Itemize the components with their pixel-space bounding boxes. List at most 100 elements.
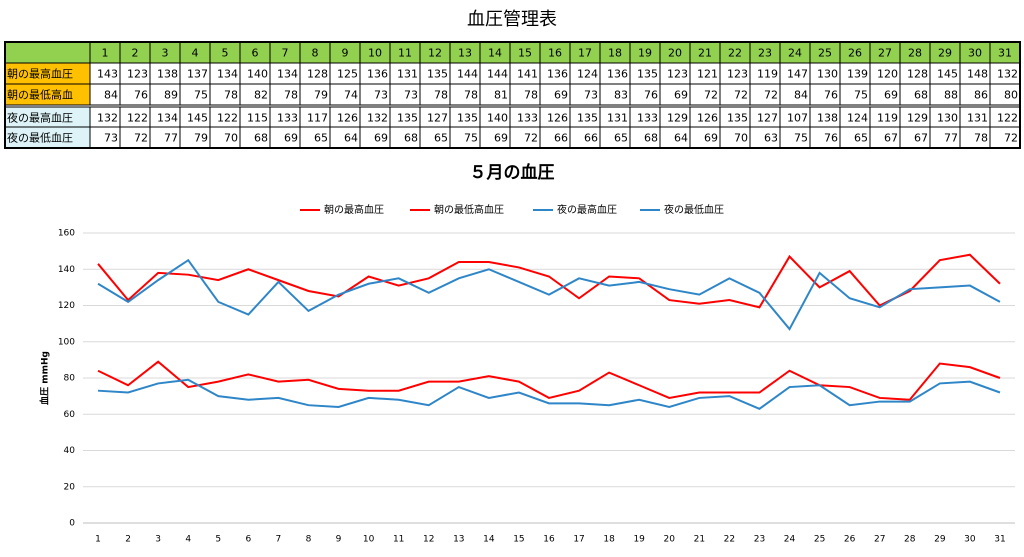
header-day: 25 [818,47,832,60]
cell-value: 135 [457,112,478,125]
header-day: 8 [312,47,319,60]
legend-label: 朝の最高血圧 [324,203,384,216]
x-tick-label: 24 [784,535,796,545]
cell-value: 129 [667,112,688,125]
cell-value: 137 [187,68,208,81]
cell-value: 126 [547,112,568,125]
cell-value: 78 [464,89,478,102]
legend-label: 夜の最高血圧 [557,203,617,216]
cell-value: 68 [644,132,658,145]
header-day: 26 [848,47,862,60]
x-tick-label: 31 [994,535,1005,545]
page-title: 血圧管理表 [467,9,557,30]
cell-value: 128 [307,68,328,81]
x-tick-label: 10 [363,535,375,545]
y-tick-label: 160 [58,229,75,239]
cell-value: 123 [127,68,148,81]
cell-value: 78 [974,132,988,145]
x-tick-label: 2 [125,535,131,545]
header-day: 12 [428,47,442,60]
cell-value: 136 [367,68,388,81]
x-tick-label: 26 [844,535,856,545]
cell-value: 72 [734,89,748,102]
header-day: 19 [638,47,652,60]
cell-value: 119 [757,68,778,81]
header-day: 6 [252,47,259,60]
row-label: 夜の最低血圧 [7,131,73,145]
header-day: 31 [998,47,1012,60]
cell-value: 145 [937,68,958,81]
cell-value: 72 [1004,132,1018,145]
series-line [97,360,1001,401]
cell-value: 77 [164,132,178,145]
row-label: 朝の最高血圧 [7,67,73,81]
x-tick-label: 4 [185,535,191,545]
cell-value: 78 [434,89,448,102]
cell-value: 131 [607,112,628,125]
header-day: 18 [608,47,622,60]
cell-value: 122 [127,112,148,125]
header-day: 4 [192,47,199,60]
series-line [97,258,1001,331]
cell-value: 139 [847,68,868,81]
cell-value: 117 [307,112,328,125]
chart-title: ５月の血圧 [470,162,555,183]
cell-value: 76 [644,89,658,102]
x-tick-label: 28 [904,535,916,545]
cell-value: 133 [277,112,298,125]
x-tick-label: 21 [694,535,705,545]
y-tick-label: 80 [64,374,76,384]
cell-value: 135 [727,112,748,125]
cell-value: 89 [164,89,178,102]
cell-value: 84 [794,89,808,102]
series-line [97,253,1001,309]
cell-value: 138 [817,112,838,125]
cell-value: 69 [494,132,508,145]
cell-value: 73 [104,132,118,145]
header-day: 3 [162,47,169,60]
cell-value: 75 [464,132,478,145]
cell-value: 82 [254,89,268,102]
cell-value: 122 [217,112,238,125]
cell-value: 134 [157,112,178,125]
header-day: 2 [132,47,139,60]
cell-value: 144 [457,68,478,81]
cell-value: 123 [727,68,748,81]
cell-value: 80 [1004,89,1018,102]
row-label: 朝の最低高血 [7,88,73,102]
cell-value: 124 [847,112,868,125]
header-day: 22 [728,47,742,60]
cell-value: 133 [637,112,658,125]
header-day: 15 [518,47,532,60]
table-frame [4,41,1021,149]
y-tick-label: 0 [69,519,75,529]
cell-value: 79 [314,89,328,102]
cell-value: 140 [487,112,508,125]
x-tick-label: 6 [245,535,251,545]
cell-value: 67 [884,132,898,145]
x-tick-label: 9 [336,535,342,545]
cell-value: 72 [764,89,778,102]
cell-value: 138 [157,68,178,81]
cell-value: 122 [997,112,1018,125]
x-tick-label: 15 [513,535,524,545]
cell-value: 121 [697,68,718,81]
cell-value: 123 [667,68,688,81]
x-tick-label: 18 [603,535,615,545]
cell-value: 64 [344,132,358,145]
cell-value: 132 [367,112,388,125]
cell-value: 66 [554,132,568,145]
cell-value: 147 [787,68,808,81]
cell-value: 69 [284,132,298,145]
cell-value: 148 [967,68,988,81]
x-tick-label: 16 [543,535,555,545]
y-tick-label: 100 [58,337,75,347]
cell-value: 65 [614,132,628,145]
cell-value: 140 [247,68,268,81]
cell-value: 130 [937,112,958,125]
row-label: 夜の最高血圧 [7,111,73,125]
header-day: 13 [458,47,472,60]
cell-value: 126 [337,112,358,125]
cell-value: 78 [524,89,538,102]
